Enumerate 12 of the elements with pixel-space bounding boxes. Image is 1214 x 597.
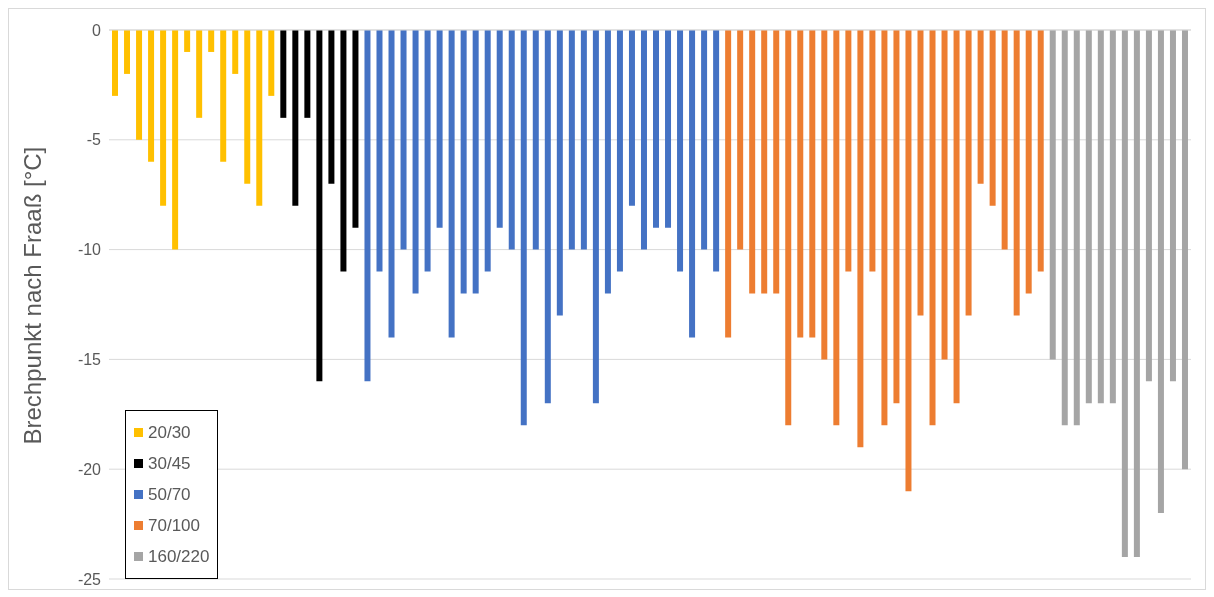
legend-label: 70/100 bbox=[148, 515, 200, 537]
y-axis-title: Brechpunkt nach Fraaß [°C] bbox=[18, 146, 46, 445]
y-tick-label: -10 bbox=[77, 241, 102, 259]
legend-label: 50/70 bbox=[148, 484, 191, 506]
y-tick-label: -25 bbox=[77, 570, 102, 588]
y-tick-label: -5 bbox=[86, 131, 102, 149]
y-tick-label: 0 bbox=[92, 21, 102, 39]
y-tick-label: -20 bbox=[77, 460, 102, 478]
legend-label: 160/220 bbox=[148, 546, 210, 568]
legend-label: 20/30 bbox=[148, 422, 191, 444]
y-tick-label: -15 bbox=[77, 351, 102, 369]
legend-label: 30/45 bbox=[148, 453, 191, 475]
